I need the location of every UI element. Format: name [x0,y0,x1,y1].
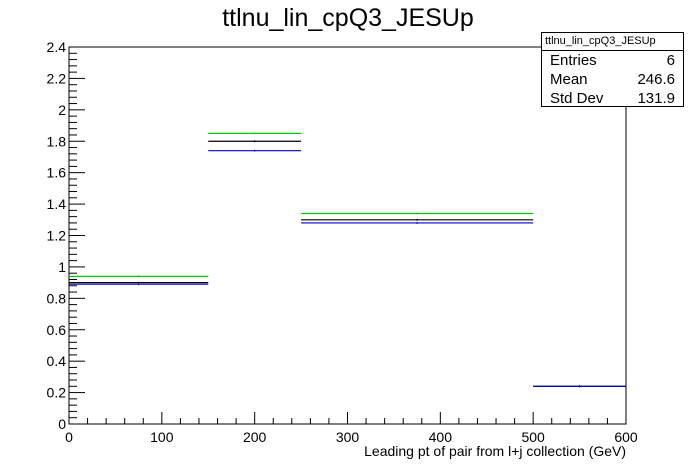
x-tick-label: 600 [614,429,638,445]
y-tick-label: 0 [58,416,66,432]
chart-title: ttlnu_lin_cpQ3_JESUp [222,4,474,32]
x-tick-label: 500 [521,429,545,445]
y-tick-label: 1.4 [47,196,67,212]
y-tick-label: 1.2 [47,228,67,244]
y-tick-label: 2.2 [47,70,67,86]
x-tick-label: 400 [429,429,453,445]
stats-entries-label: Entries [550,52,597,69]
y-tick-label: 0.8 [47,290,67,306]
stats-box-title: ttlnu_lin_cpQ3_JESUp [542,33,683,51]
stats-box: ttlnu_lin_cpQ3_JESUp Entries 6 Mean 246.… [541,32,684,107]
x-tick-label: 0 [65,429,73,445]
y-tick-label: 0.2 [47,385,67,401]
stats-mean-value: 246.6 [637,71,675,88]
stats-stddev-label: Std Dev [550,90,604,107]
y-tick-label: 2.4 [47,39,67,55]
y-tick-label: 1.8 [47,133,67,149]
x-tick-label: 200 [243,429,267,445]
y-tick-label: 1 [58,259,66,275]
y-tick-label: 0.6 [47,322,67,338]
stats-entries-value: 6 [666,52,675,69]
stats-mean-row: Mean 246.6 [542,70,683,89]
x-tick-label: 100 [150,429,174,445]
y-tick-label: 1.6 [47,165,67,181]
y-tick-label: 2 [58,102,66,118]
stats-mean-label: Mean [550,71,588,88]
x-axis-label: Leading pt of pair from l+j collection (… [364,443,626,459]
x-tick-label: 300 [336,429,360,445]
stats-entries-row: Entries 6 [542,51,683,70]
stats-stddev-value: 131.9 [637,90,675,107]
y-tick-label: 0.4 [47,353,67,369]
stats-stddev-row: Std Dev 131.9 [542,89,683,108]
